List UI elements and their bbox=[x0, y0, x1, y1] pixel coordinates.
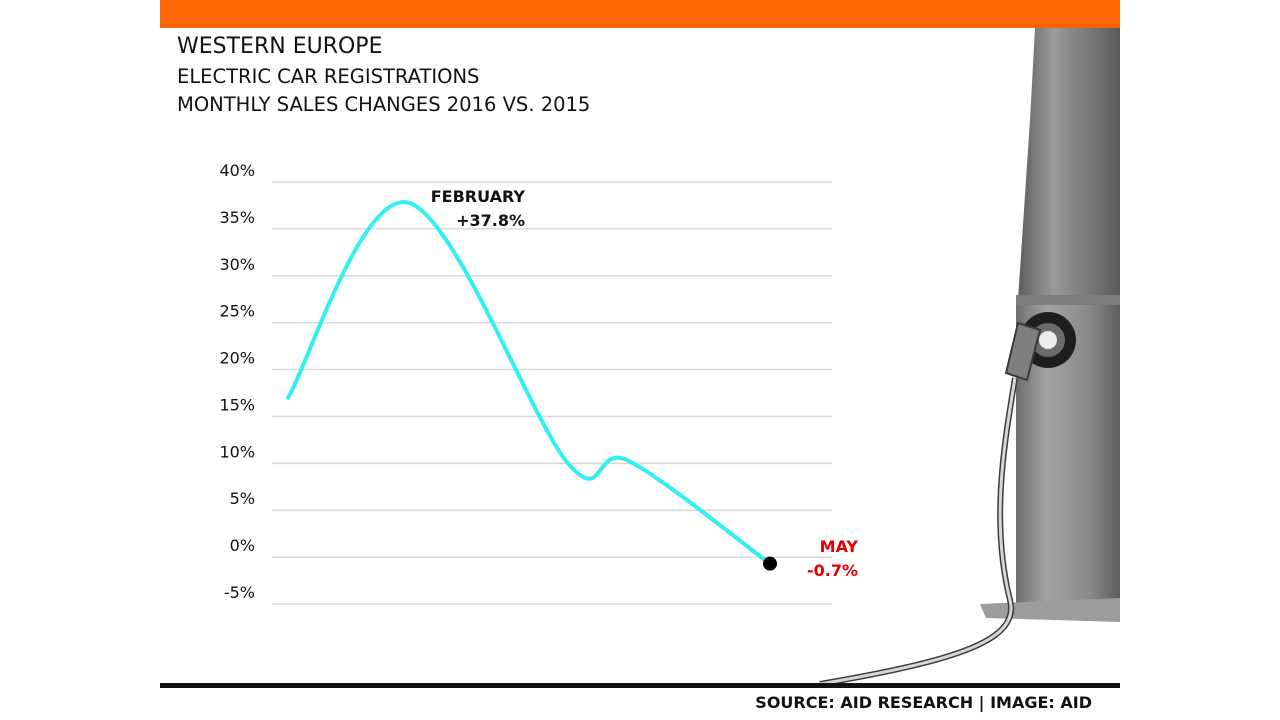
end-point-marker bbox=[763, 556, 777, 571]
line-chart: 40% 35% 30% 25% 20% 15% 10% 5% 0% -5% FEBRUARY +3… bbox=[219, 161, 859, 605]
chart-title: WESTERN EUROPE bbox=[177, 34, 383, 59]
chart-subtitle: ELECTRIC CAR REGISTRATIONS bbox=[177, 65, 480, 88]
ev-charging-station-icon bbox=[819, 28, 1120, 687]
source-credit: SOURCE: AID RESEARCH | IMAGE: AID bbox=[755, 693, 1092, 712]
y-tick-label: 25% bbox=[219, 302, 255, 321]
y-tick-label: 20% bbox=[219, 349, 255, 368]
y-tick-label: -5% bbox=[224, 583, 255, 602]
y-tick-label: 40% bbox=[219, 161, 255, 180]
y-tick-label: 15% bbox=[219, 395, 255, 414]
y-tick-label: 10% bbox=[219, 442, 255, 461]
bottom-rule bbox=[160, 683, 1120, 688]
annotation-peak-value: +37.8% bbox=[456, 211, 525, 230]
chart-subtitle-2: MONTHLY SALES CHANGES 2016 VS. 2015 bbox=[177, 93, 591, 116]
annotation-peak-label: FEBRUARY bbox=[431, 187, 526, 206]
y-tick-label: 35% bbox=[219, 208, 255, 227]
series-line bbox=[286, 200, 772, 566]
y-tick-label: 5% bbox=[230, 489, 255, 508]
annotation-end-label: MAY bbox=[820, 537, 859, 556]
annotation-end-value: -0.7% bbox=[807, 561, 858, 580]
y-tick-label: 30% bbox=[219, 255, 255, 274]
accent-bar bbox=[160, 0, 1120, 28]
y-tick-label: 0% bbox=[230, 536, 255, 555]
gridlines bbox=[272, 181, 832, 605]
infographic: WESTERN EUROPE ELECTRIC CAR REGISTRATION… bbox=[160, 0, 1120, 720]
y-axis-ticks: 40% 35% 30% 25% 20% 15% 10% 5% 0% -5% bbox=[219, 161, 255, 602]
